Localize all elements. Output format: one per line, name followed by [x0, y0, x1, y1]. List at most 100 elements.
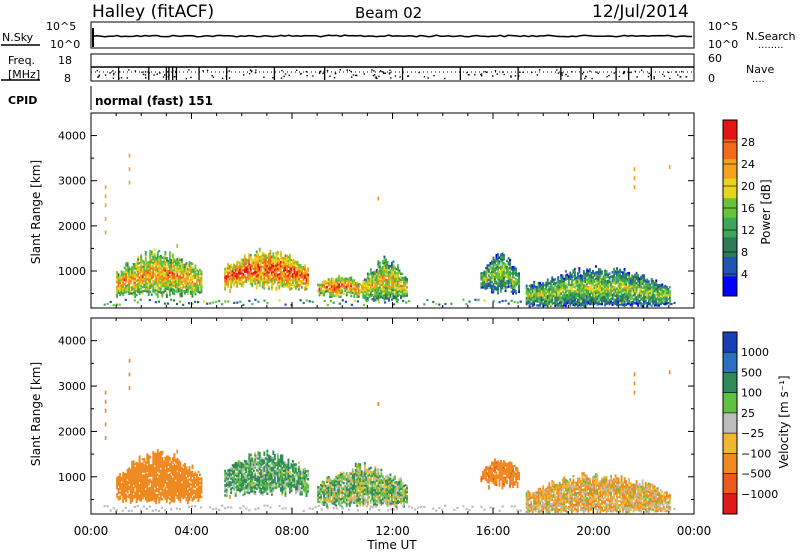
echo-cell	[273, 270, 276, 274]
echo-cell	[371, 275, 374, 279]
echo-cell	[619, 282, 621, 286]
echo-cell	[607, 287, 609, 291]
echo-cell	[263, 277, 266, 280]
echo-cell	[156, 287, 159, 291]
station-title: Halley (fitACF)	[92, 2, 214, 22]
echo-cell	[304, 286, 306, 289]
echo-cell	[257, 257, 260, 260]
echo-cell	[155, 262, 158, 266]
echo-cell	[581, 291, 584, 294]
echo-cell	[537, 290, 540, 293]
echo-cell	[167, 484, 170, 487]
echo-cell	[561, 288, 564, 291]
echo-cell	[141, 275, 144, 279]
echo-cell	[155, 452, 158, 456]
echo-cell	[366, 286, 369, 290]
echo-cell	[383, 273, 386, 277]
echo-cell	[227, 281, 230, 284]
echo-cell	[665, 300, 668, 303]
echo-cell	[164, 253, 167, 256]
echo-cell	[333, 280, 336, 283]
echo-cell	[640, 281, 643, 285]
echo-cell	[197, 276, 200, 279]
echo-cell	[144, 469, 147, 472]
echo-cell	[545, 283, 548, 286]
echo-cell	[293, 259, 296, 262]
echo-cell	[567, 291, 570, 294]
echo-cell	[177, 459, 180, 462]
echo-cell	[494, 271, 496, 274]
echo-cell	[404, 290, 407, 293]
echo-cell	[392, 292, 395, 296]
echo-cell	[155, 266, 158, 270]
echo-cell	[177, 269, 180, 272]
echo-cell	[662, 290, 665, 293]
echo-cell	[283, 259, 285, 262]
echo-cell	[590, 276, 593, 279]
echo-cell	[378, 273, 381, 277]
echo-cell	[194, 270, 197, 273]
echo-cell	[158, 501, 161, 504]
echo-cell	[324, 286, 327, 289]
echo-cell	[584, 294, 587, 298]
echo-cell	[133, 299, 136, 302]
echo-cell	[611, 285, 614, 288]
echo-cell	[345, 287, 348, 291]
echo-cell	[167, 263, 170, 267]
echo-cell	[137, 472, 140, 476]
echo-cell	[170, 483, 173, 487]
echo-cell	[368, 287, 371, 290]
echo-cell	[495, 264, 498, 267]
echo-cell	[617, 270, 620, 273]
echo-cell	[398, 277, 401, 280]
echo-cell	[190, 262, 192, 265]
echo-cell	[491, 291, 493, 294]
nave-point	[677, 74, 679, 76]
echo-cell	[545, 301, 548, 305]
echo-cell	[369, 286, 372, 289]
echo-cell	[164, 458, 167, 462]
echo-cell	[506, 271, 508, 275]
echo-cell	[480, 286, 483, 289]
echo-cell	[120, 491, 123, 494]
echo-cell	[143, 494, 146, 498]
echo-cell	[137, 258, 140, 261]
echo-cell	[144, 461, 147, 464]
echo-cell	[602, 279, 605, 282]
echo-cell	[491, 286, 493, 290]
echo-cell	[494, 285, 496, 289]
echo-cell	[329, 289, 332, 293]
echo-cell	[631, 288, 634, 292]
echo-cell	[171, 487, 174, 491]
echo-cell	[129, 495, 132, 498]
echo-cell	[357, 287, 360, 290]
echo-cell	[299, 272, 302, 275]
echo-cell	[119, 495, 121, 498]
nave-point	[389, 71, 391, 74]
echo-cell	[283, 265, 285, 268]
echo-cell	[345, 291, 348, 295]
echo-cell	[545, 281, 548, 284]
echo-cell	[119, 475, 121, 478]
freq-right-tick-bottom: 0	[708, 72, 715, 85]
echo-cell	[646, 302, 649, 305]
echo-cell	[395, 290, 398, 293]
echo-cell	[125, 276, 128, 280]
echo-cell	[353, 279, 356, 282]
echo-cell	[176, 282, 179, 285]
echo-cell	[129, 487, 132, 490]
echo-cell	[161, 471, 164, 474]
echo-cell	[397, 278, 399, 281]
echo-cell	[598, 270, 600, 273]
echo-cell	[525, 300, 528, 304]
nave-point	[444, 77, 446, 80]
echo-cell	[117, 481, 120, 485]
echo-cell	[162, 266, 165, 269]
echo-cell	[539, 296, 542, 299]
echo-cell	[323, 294, 326, 297]
echo-cell	[279, 261, 282, 264]
echo-cell	[560, 304, 563, 307]
echo-cell	[272, 268, 275, 272]
echo-cell	[351, 287, 354, 290]
echo-cell	[164, 273, 167, 276]
